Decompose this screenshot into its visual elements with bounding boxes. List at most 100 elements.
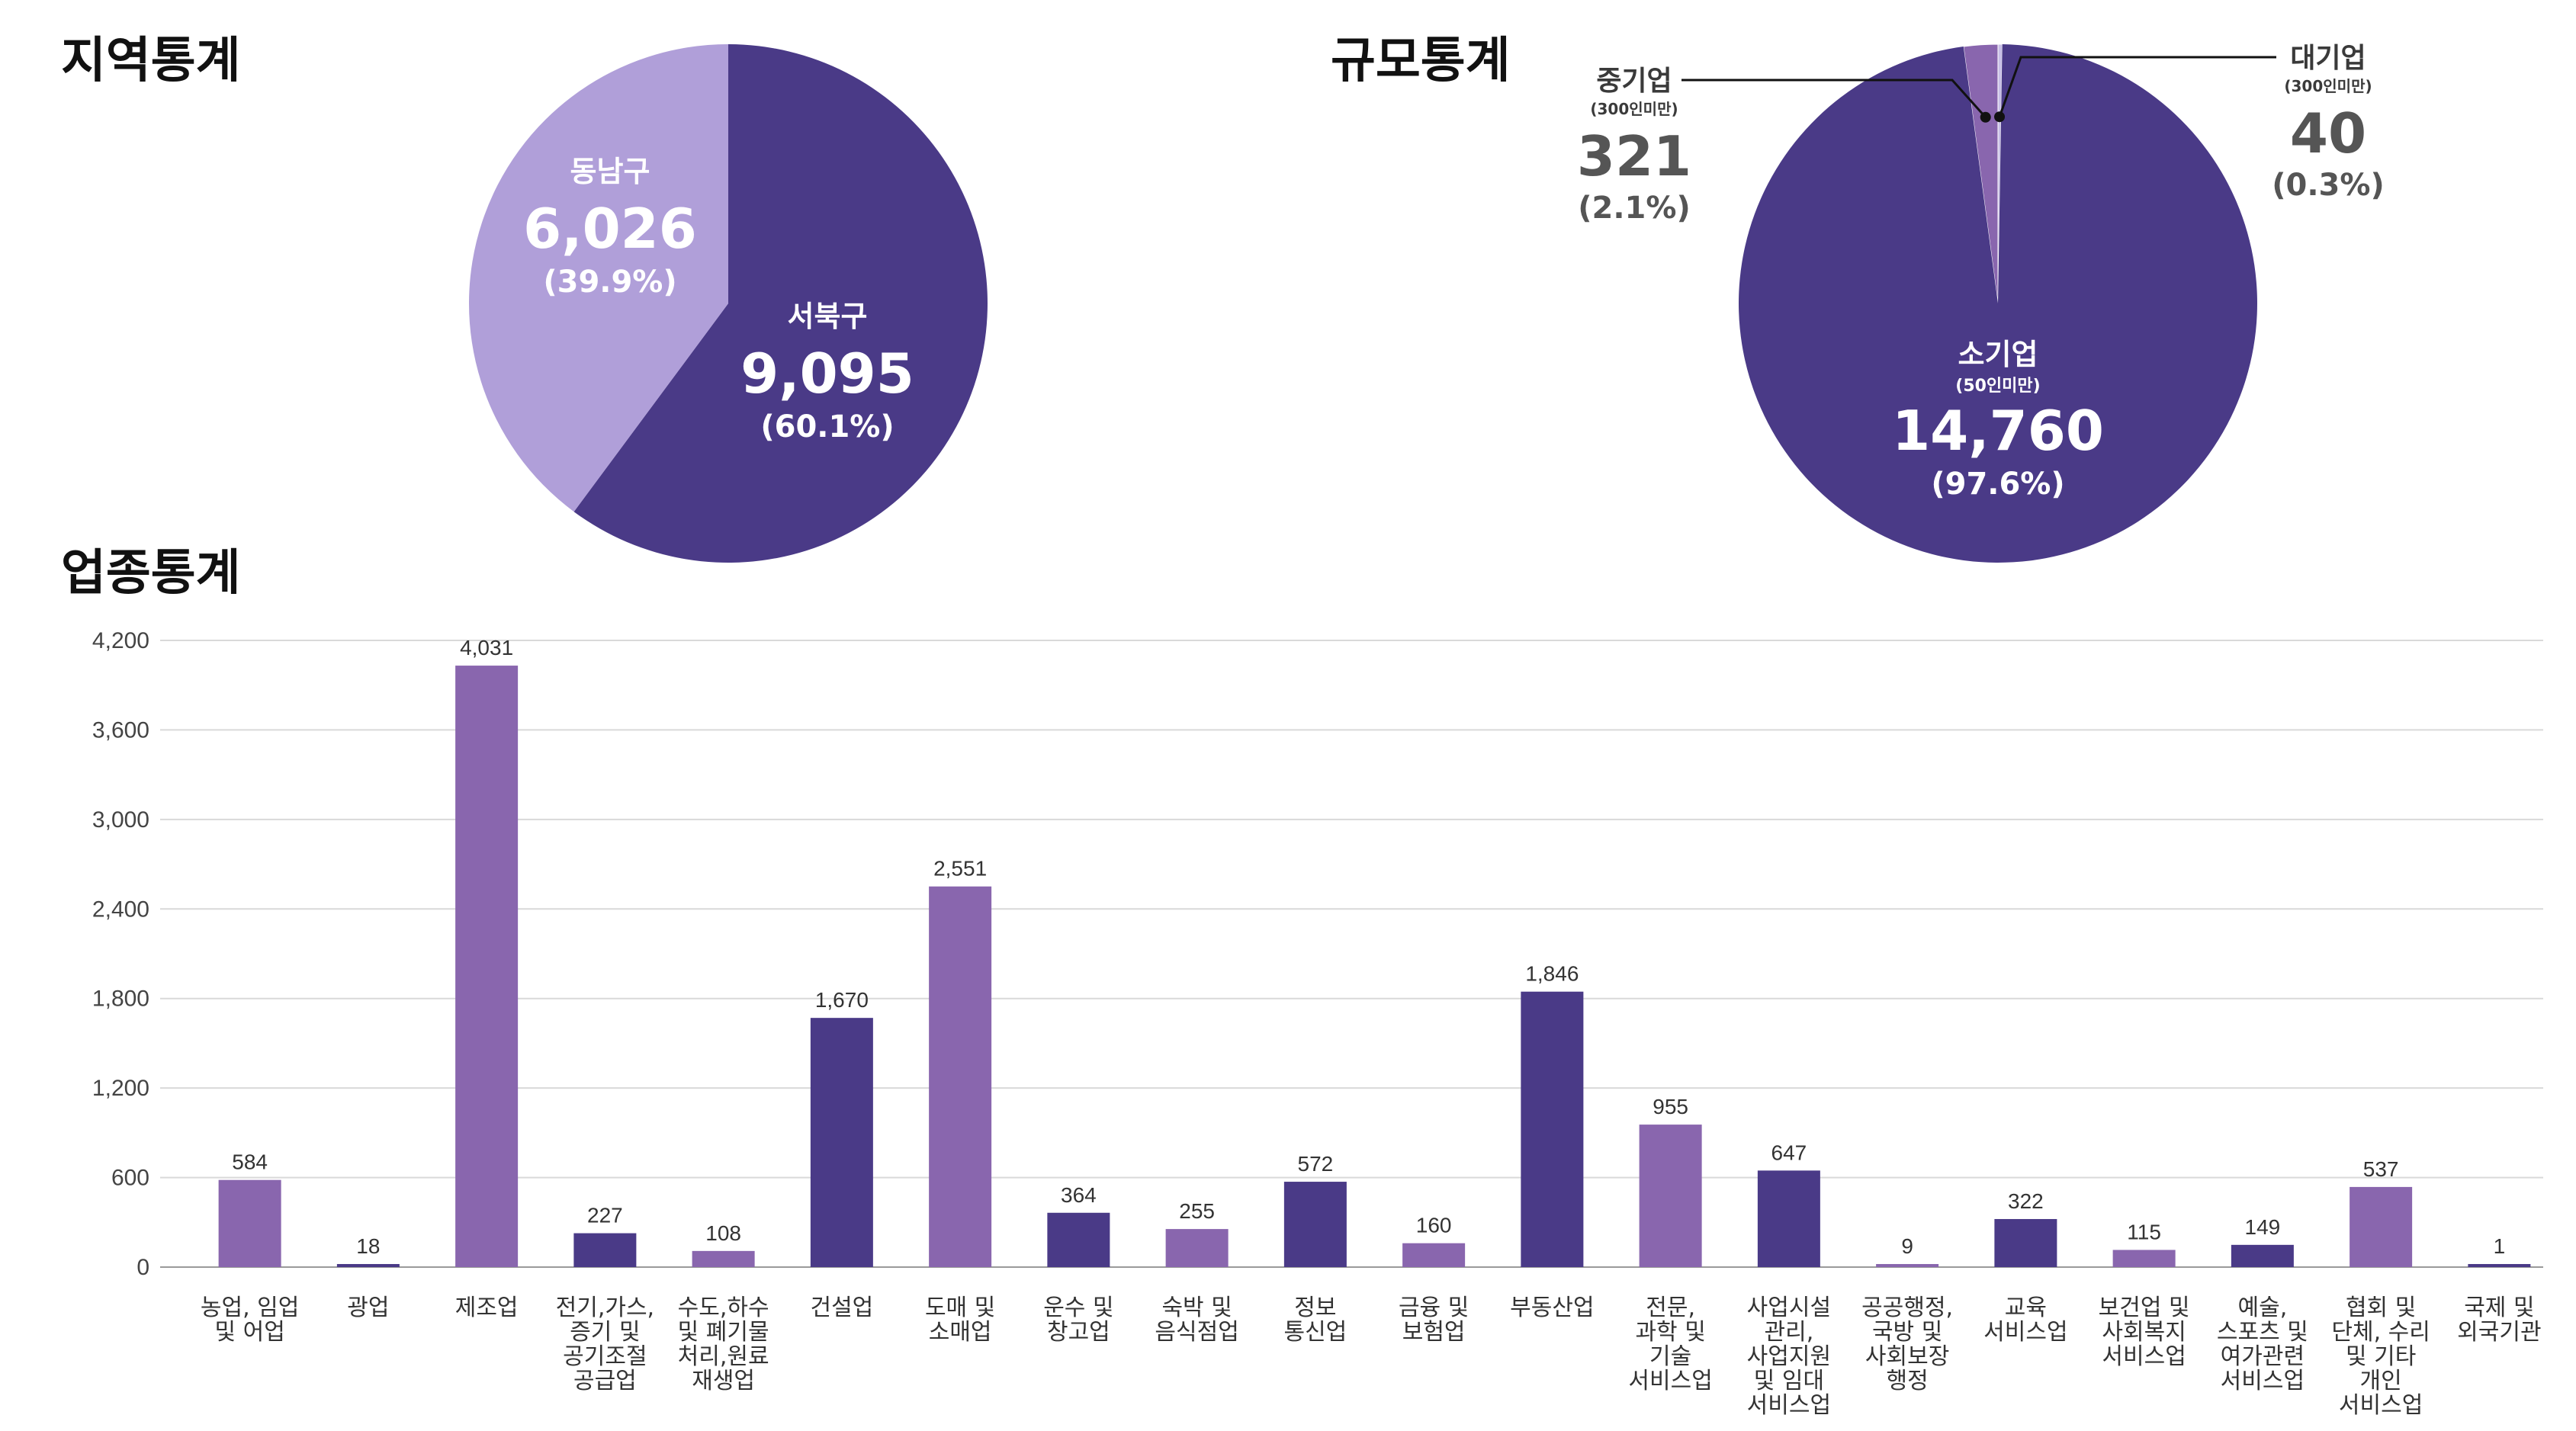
x-category-label: 교육 (2005, 1295, 2047, 1321)
region-slice-label-percent: (60.1%) (760, 409, 894, 444)
bar-15 (1994, 1218, 2057, 1267)
bar-value-label: 9 (1901, 1234, 1913, 1258)
x-category-label: 기술 (1649, 1343, 1691, 1370)
bar-12 (1639, 1125, 1702, 1267)
x-category-label: 보건업 및 (2099, 1295, 2190, 1321)
x-category-label: 금융 및 (1399, 1295, 1469, 1321)
bar-9 (1283, 1182, 1347, 1267)
bar-value-label: 160 (1416, 1214, 1452, 1237)
bar-value-label: 1,846 (1525, 962, 1579, 986)
bar-value-label: 572 (1298, 1152, 1334, 1176)
bar-value-label: 2,551 (933, 857, 987, 881)
y-tick-label: 600 (111, 1166, 149, 1191)
x-category-label: 광업 (347, 1295, 389, 1321)
bar-14 (1876, 1264, 1939, 1267)
bar-value-label: 227 (587, 1204, 623, 1227)
x-category-label: 국제 및 (2464, 1295, 2534, 1321)
x-category-label: 서비스업 (1983, 1319, 2067, 1346)
bar-5 (810, 1018, 873, 1267)
bar-16 (2112, 1250, 2176, 1267)
x-category-label: 서비스업 (2339, 1392, 2423, 1419)
size-outlabel-value: 321 (1577, 124, 1691, 188)
x-category-label: 음식점업 (1155, 1319, 1238, 1346)
x-category-label: 사업시설 (1747, 1295, 1831, 1321)
x-category-label: 재생업 (692, 1368, 755, 1394)
x-category-label: 및 어업 (214, 1319, 284, 1346)
y-tick-label: 0 (137, 1255, 149, 1280)
region-slice-label-name: 동남구 (570, 155, 650, 188)
x-category-label: 부동산업 (1510, 1295, 1594, 1321)
size-leader-line (1681, 79, 1987, 118)
x-category-label: 정보 (1294, 1295, 1336, 1321)
x-category-label: 보험업 (1402, 1319, 1466, 1346)
x-category-label: 서비스업 (2102, 1343, 2186, 1370)
bar-8 (1165, 1229, 1229, 1267)
y-tick-label: 4,200 (92, 628, 149, 653)
bar-value-label: 1 (2494, 1234, 2506, 1258)
size-slice-label-name: 소기업 (1958, 338, 2038, 371)
size-slice-label-percent: (97.6%) (1931, 467, 2064, 502)
region-stats-title: 지역통계 (61, 33, 241, 89)
y-tick-label: 1,800 (92, 987, 149, 1012)
bar-6 (929, 886, 992, 1267)
x-category-label: 운수 및 (1043, 1295, 1113, 1321)
size-outlabel-value: 40 (2290, 101, 2366, 165)
x-category-label: 농업, 임업 (201, 1295, 299, 1321)
region-slice-1 (468, 44, 728, 512)
x-category-label: 창고업 (1047, 1319, 1110, 1346)
bar-value-label: 584 (232, 1150, 268, 1174)
x-category-label: 제조업 (455, 1295, 519, 1321)
x-category-label: 도매 및 (925, 1295, 995, 1321)
bar-value-label: 149 (2245, 1215, 2281, 1239)
size-slice-small (1738, 44, 2257, 563)
y-tick-label: 3,000 (92, 807, 149, 833)
y-tick-label: 3,600 (92, 717, 149, 743)
bar-10 (1402, 1243, 1466, 1267)
y-tick-label: 1,200 (92, 1076, 149, 1101)
size-outlabel-name: 중기업 (1596, 66, 1672, 97)
bar-7 (1047, 1212, 1110, 1267)
bar-value-label: 4,031 (460, 636, 513, 659)
region-slice-label-name: 서북구 (788, 300, 868, 333)
bar-17 (2231, 1244, 2294, 1267)
bar-value-label: 18 (356, 1234, 380, 1258)
x-category-label: 소매업 (929, 1319, 992, 1346)
x-category-label: 사회복지 (2102, 1319, 2186, 1346)
x-category-label: 국방 및 (1872, 1319, 1942, 1346)
bar-4 (692, 1250, 755, 1267)
x-category-label: 여가관련 (2221, 1343, 2305, 1370)
x-category-label: 공공행정, (1861, 1295, 1953, 1321)
x-category-label: 숙박 및 (1161, 1295, 1232, 1321)
bar-11 (1521, 991, 1584, 1267)
y-tick-label: 2,400 (92, 897, 149, 922)
bar-19 (2468, 1264, 2531, 1267)
size-leader-line (1998, 56, 2276, 117)
region-slice-label-value: 6,026 (523, 197, 697, 261)
x-category-label: 사업지원 (1747, 1343, 1831, 1370)
x-category-label: 및 폐기물 (678, 1319, 769, 1346)
bar-value-label: 537 (2363, 1157, 2399, 1181)
region-slice-0 (573, 44, 988, 563)
bar-0 (218, 1179, 281, 1267)
bar-value-label: 108 (705, 1221, 741, 1245)
x-category-label: 및 임대 (1754, 1368, 1824, 1394)
bar-value-label: 1,670 (815, 988, 869, 1012)
size-outlabel-sub: (300인미만) (1590, 100, 1678, 118)
industry-stats-title: 업종통계 (61, 545, 241, 602)
x-category-label: 서비스업 (1747, 1392, 1831, 1419)
bar-value-label: 955 (1653, 1095, 1688, 1118)
x-category-label: 통신업 (1283, 1319, 1347, 1346)
bar-value-label: 322 (2008, 1189, 2044, 1213)
region-slice-label-value: 9,095 (740, 342, 914, 406)
x-category-label: 스포츠 및 (2217, 1319, 2308, 1346)
bar-3 (573, 1233, 637, 1267)
size-outlabel-name: 대기업 (2290, 43, 2366, 74)
size-outlabel-sub: (300인미만) (2284, 77, 2372, 95)
x-category-label: 처리,원료 (678, 1343, 769, 1370)
x-category-label: 건설업 (810, 1295, 873, 1321)
x-category-label: 관리, (1765, 1319, 1814, 1346)
x-category-label: 단체, 수리 (2331, 1319, 2430, 1346)
size-outlabel-percent: (2.1%) (1578, 191, 1691, 226)
x-category-label: 전문, (1646, 1295, 1695, 1321)
